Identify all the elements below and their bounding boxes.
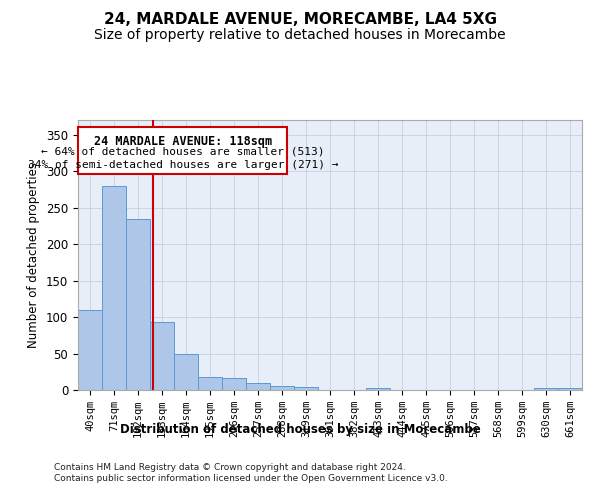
- Bar: [558, 388, 582, 390]
- Text: Size of property relative to detached houses in Morecambe: Size of property relative to detached ho…: [94, 28, 506, 42]
- Y-axis label: Number of detached properties: Number of detached properties: [28, 162, 40, 348]
- Text: 24, MARDALE AVENUE, MORECAMBE, LA4 5XG: 24, MARDALE AVENUE, MORECAMBE, LA4 5XG: [104, 12, 497, 28]
- Bar: [294, 387, 318, 390]
- Text: Contains HM Land Registry data © Crown copyright and database right 2024.: Contains HM Land Registry data © Crown c…: [54, 462, 406, 471]
- Text: 34% of semi-detached houses are larger (271) →: 34% of semi-detached houses are larger (…: [28, 160, 338, 170]
- Bar: [222, 378, 246, 390]
- Bar: [78, 310, 102, 390]
- Bar: [102, 186, 126, 390]
- Bar: [534, 388, 558, 390]
- Text: Distribution of detached houses by size in Morecambe: Distribution of detached houses by size …: [119, 422, 481, 436]
- Text: Contains public sector information licensed under the Open Government Licence v3: Contains public sector information licen…: [54, 474, 448, 483]
- Bar: [198, 377, 222, 390]
- Bar: [126, 218, 150, 390]
- Bar: [246, 382, 270, 390]
- Bar: [366, 388, 390, 390]
- Bar: [79, 126, 287, 174]
- Text: 24 MARDALE AVENUE: 118sqm: 24 MARDALE AVENUE: 118sqm: [94, 134, 272, 147]
- Bar: [174, 354, 198, 390]
- Bar: [270, 386, 294, 390]
- Text: ← 64% of detached houses are smaller (513): ← 64% of detached houses are smaller (51…: [41, 147, 325, 157]
- Bar: [150, 322, 174, 390]
